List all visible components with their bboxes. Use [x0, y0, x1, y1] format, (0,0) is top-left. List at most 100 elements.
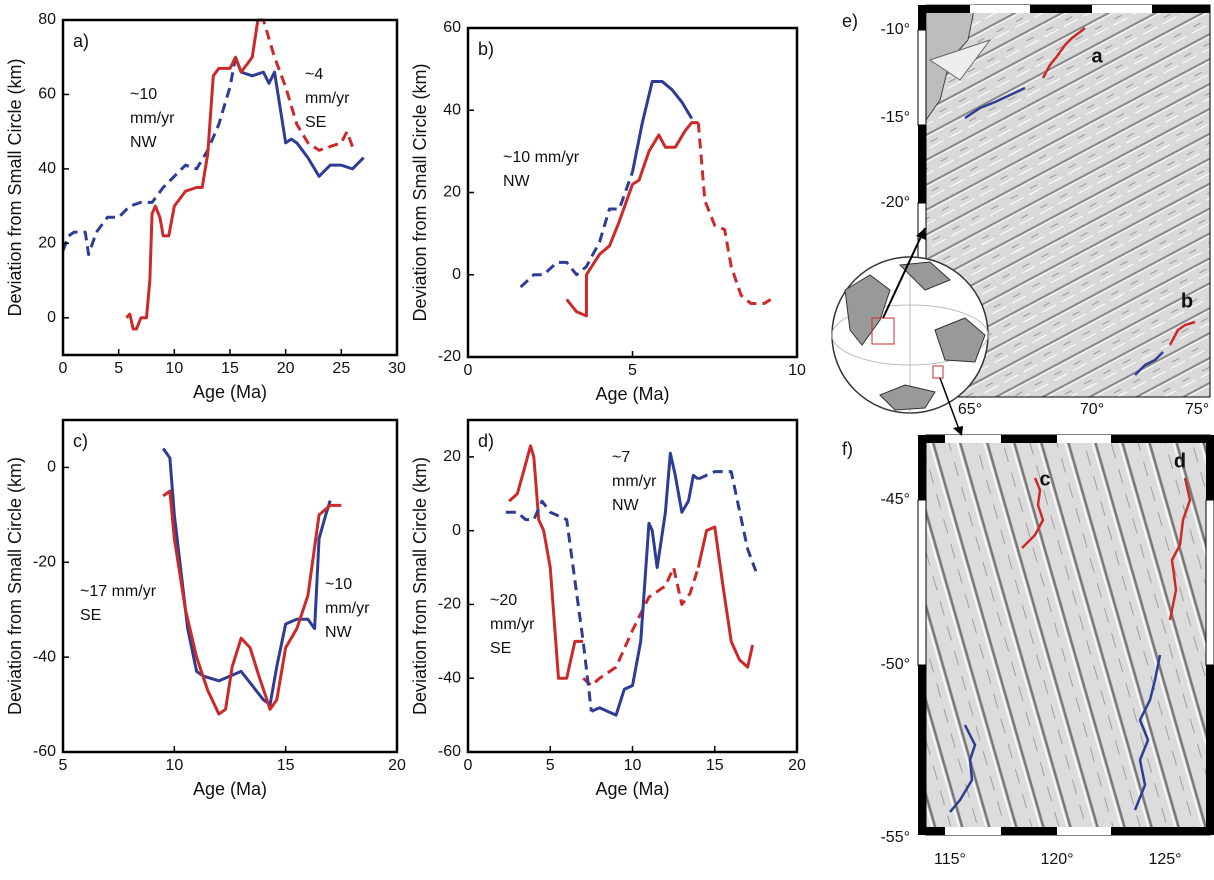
y-tick-label: -40 [438, 669, 461, 686]
data-line [631, 79, 694, 173]
y-tick-label: 0 [452, 522, 461, 539]
y-tick-label: -60 [438, 743, 461, 760]
annotation: SE [305, 114, 326, 131]
y-tick-label: 60 [38, 86, 56, 103]
y-tick-label: 80 [38, 11, 56, 28]
site-label: a [1091, 45, 1103, 67]
panel-label: b) [478, 39, 494, 59]
lon-label: 70° [1080, 401, 1104, 418]
x-axis-label: Age (Ma) [193, 382, 267, 402]
annotation: NW [503, 173, 531, 190]
site-label: c [1039, 468, 1050, 490]
y-axis-label: Deviation from Small Circle (km) [5, 58, 25, 316]
x-tick-label: 5 [114, 360, 123, 377]
map-f [917, 434, 1214, 836]
x-tick-label: 20 [788, 757, 806, 774]
x-tick-label: 5 [546, 757, 555, 774]
annotation: SE [80, 607, 101, 624]
map-panel-label: f) [842, 439, 853, 459]
annotation: SE [490, 640, 511, 657]
data-line [125, 19, 260, 331]
x-tick-label: 5 [628, 362, 637, 379]
y-tick-label: 20 [443, 184, 461, 201]
annotation: mm/yr [325, 600, 370, 617]
x-tick-label: 0 [59, 360, 68, 377]
y-tick-label: 0 [47, 309, 56, 326]
data-line [696, 122, 772, 306]
lon-label: 125° [1148, 851, 1181, 868]
data-line [696, 525, 755, 669]
lat-label: -50° [880, 656, 910, 673]
y-tick-label: -20 [438, 596, 461, 613]
y-tick-label: -20 [438, 348, 461, 365]
lon-label: 120° [1040, 851, 1073, 868]
plot-frame [466, 418, 799, 754]
y-axis-label: Deviation from Small Circle (km) [410, 457, 430, 715]
data-line [519, 171, 634, 289]
x-tick-label: 15 [221, 360, 239, 377]
y-tick-label: 40 [443, 101, 461, 118]
x-axis-label: Age (Ma) [193, 779, 267, 799]
x-tick-label: 20 [277, 360, 295, 377]
lon-label: 75° [1185, 401, 1209, 418]
x-axis-label: Age (Ma) [595, 779, 669, 799]
x-tick-label: 25 [332, 360, 350, 377]
annotation: ~10 [130, 86, 157, 103]
x-tick-label: 15 [706, 757, 724, 774]
lat-label: -45° [880, 491, 910, 508]
site-label: b [1181, 290, 1193, 312]
data-line [565, 121, 699, 318]
y-tick-label: -60 [33, 743, 56, 760]
y-tick-label: 60 [443, 19, 461, 36]
data-line [505, 499, 593, 712]
data-line [697, 470, 758, 572]
data-line [257, 18, 354, 152]
annotation: ~10 [325, 576, 352, 593]
x-tick-label: 0 [464, 757, 473, 774]
annotation: mm/yr [612, 473, 657, 490]
y-axis-label: Deviation from Small Circle (km) [410, 63, 430, 321]
map-panel-label: e) [842, 11, 858, 31]
y-tick-label: 0 [452, 266, 461, 283]
data-line [508, 444, 584, 680]
x-tick-label: 10 [165, 360, 183, 377]
lat-label: -10° [880, 21, 910, 38]
y-tick-label: 20 [38, 235, 56, 252]
y-tick-label: 40 [38, 160, 56, 177]
y-tick-label: -20 [33, 554, 56, 571]
annotation: ~20 [490, 592, 517, 609]
x-tick-label: 5 [59, 757, 68, 774]
annotation: mm/yr [130, 110, 175, 127]
x-tick-label: 20 [388, 757, 406, 774]
y-tick-label: -40 [33, 648, 56, 665]
x-tick-label: 15 [277, 757, 295, 774]
x-axis-label: Age (Ma) [595, 384, 669, 404]
lat-label: -15° [880, 109, 910, 126]
plot-frame [61, 18, 399, 357]
x-tick-label: 10 [624, 757, 642, 774]
y-axis-label: Deviation from Small Circle (km) [5, 457, 25, 715]
site-label: d [1174, 450, 1186, 472]
data-line [234, 56, 365, 178]
lon-label: 115° [934, 851, 966, 868]
data-line [590, 451, 700, 717]
x-tick-label: 10 [788, 362, 806, 379]
globe [831, 227, 989, 436]
plot-frame [466, 26, 799, 359]
x-tick-label: 0 [464, 362, 473, 379]
panel-label: c) [73, 431, 88, 451]
y-tick-label: 20 [443, 448, 461, 465]
annotation: NW [130, 134, 158, 151]
data-line [161, 447, 332, 707]
annotation: ~4 [305, 66, 323, 83]
annotation: ~7 [612, 449, 630, 466]
annotation: mm/yr [305, 90, 350, 107]
annotation: ~10 mm/yr [503, 149, 580, 166]
annotation: mm/yr [490, 616, 535, 633]
data-line [582, 566, 700, 688]
annotation: NW [325, 624, 353, 641]
x-tick-label: 30 [388, 360, 406, 377]
panel-label: a) [73, 31, 89, 51]
x-tick-label: 10 [165, 757, 183, 774]
